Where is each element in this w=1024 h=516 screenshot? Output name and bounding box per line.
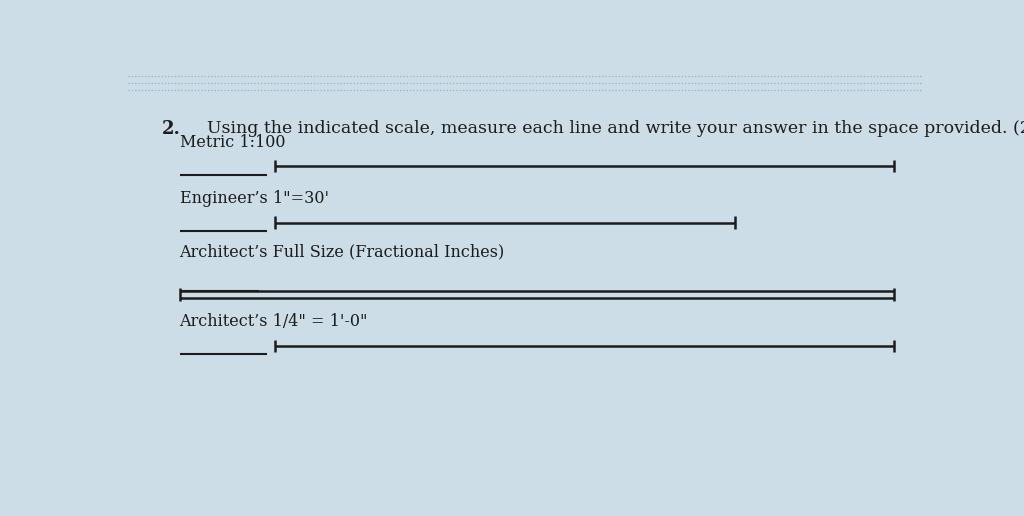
Text: Architect’s Full Size (Fractional Inches): Architect’s Full Size (Fractional Inches… [179,244,505,261]
Text: Engineer’s 1"=30': Engineer’s 1"=30' [179,190,329,207]
Text: Architect’s 1/4" = 1'-0": Architect’s 1/4" = 1'-0" [179,313,368,330]
Text: Metric 1:100: Metric 1:100 [179,134,285,151]
Text: Using the indicated scale, measure each line and write your answer in the space : Using the indicated scale, measure each … [207,120,1024,137]
Text: 2.: 2. [162,120,180,138]
